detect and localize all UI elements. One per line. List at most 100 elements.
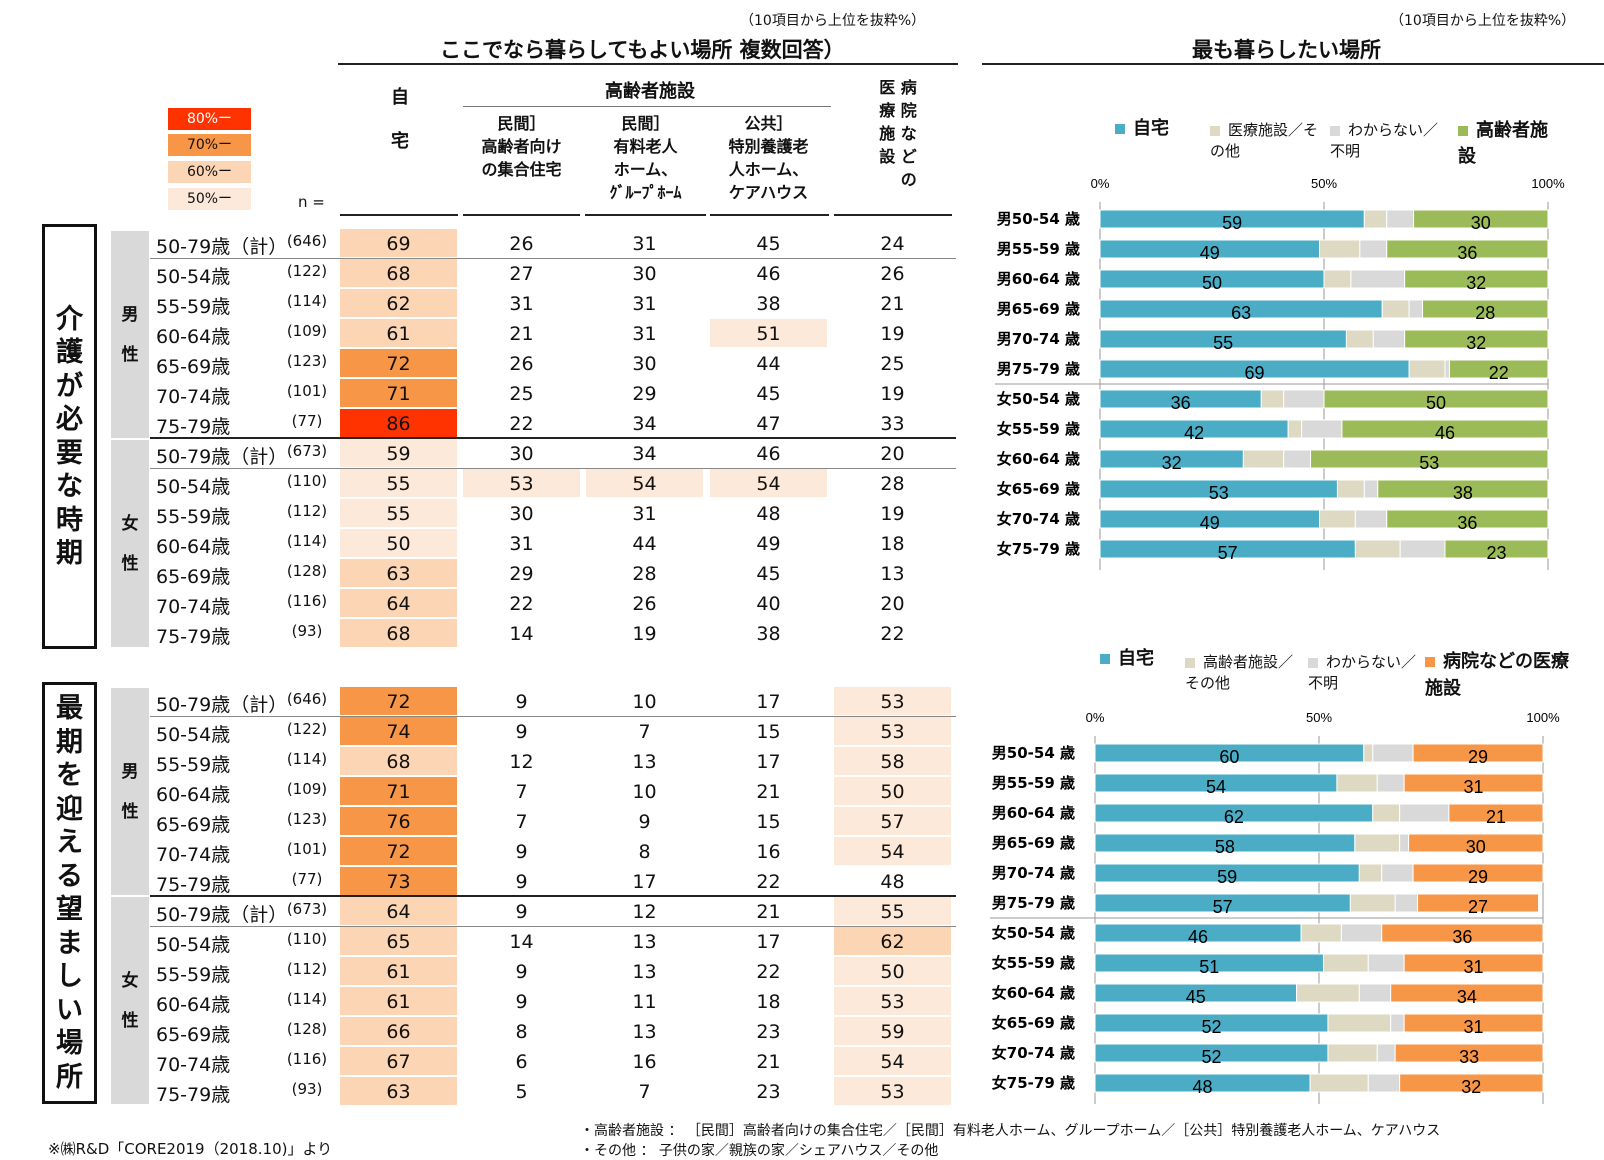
table-cell: 28 [632,563,657,585]
bar-value-label: 63 [1231,303,1251,323]
table-row: 60-64歳 (109) 71 7 10 21 50 [0,776,960,806]
table-cell: 33 [880,413,905,435]
bar-value-label: 57 [1218,543,1238,563]
bar-value-label: 31 [1464,1017,1484,1037]
row-age: 65-69歳 [156,356,231,378]
bar-segment [1412,863,1544,883]
table-cell: 26 [509,233,534,255]
bar-value-label: 59 [1217,867,1237,887]
bar-segment [1394,1043,1544,1063]
table-cell: 62 [834,927,951,955]
chart1-legend-home-text: 自宅 [1133,118,1169,139]
bar-value-label: 33 [1459,1047,1479,1067]
section-char: 時 [56,504,83,536]
bar-segment [1372,743,1414,763]
bar-segment [1399,539,1446,559]
row-age: 60-64歳 [156,994,231,1016]
table-cell: 21 [509,323,534,345]
table-row: 75-79歳 (93) 63 5 7 23 53 [0,1076,960,1106]
table-row: 70-74歳 (101) 71 25 29 45 19 [0,378,960,408]
bar-segment [1408,833,1544,853]
bar-segment [1390,1013,1405,1033]
table-cell: 53 [834,687,951,715]
table-cell: 14 [509,931,534,953]
bar-value-label: 49 [1200,243,1220,263]
table-cell: 34 [632,443,657,465]
table-cell: 17 [756,691,781,713]
bar-segment [1319,509,1356,529]
table-cell: 34 [632,413,657,435]
bar-value-label: 48 [1193,1077,1213,1097]
legend-swatch-gray-icon [1330,125,1340,136]
bar-value-label: 23 [1486,543,1506,563]
bar-value-label: 22 [1489,363,1509,383]
chart1-legend-medical: 医療施設／その他 [1210,120,1320,162]
left-title-rule [338,63,958,65]
bar-segment [1376,1043,1396,1063]
table-cell: 54 [834,837,951,865]
bar-category-label: 男75-79 歳 [992,894,1075,912]
table-cell: 40 [756,593,781,615]
chart1-legend-unknown-text: わからない／不明 [1330,121,1439,160]
header-rule-col2 [463,214,580,216]
bar-category-label: 男60-64 歳 [992,804,1075,822]
bar-segment [1381,923,1544,943]
table-cell: 72 [340,837,457,865]
bar-value-label: 34 [1457,987,1477,1007]
bar-segment [1403,773,1544,793]
axis-tick-label: 100% [1526,712,1560,725]
table-cell: 23 [756,1081,781,1103]
chart1-legend-medical-text: 医療施設／その他 [1210,121,1319,160]
bar-value-label: 29 [1468,747,1488,767]
legend-swatch-gray-icon [1308,657,1318,668]
table-cell: 31 [509,533,534,555]
table-cell: 9 [515,871,528,893]
row-age: 60-64歳 [156,784,231,806]
section-char: 場 [56,1028,83,1059]
bar-segment [1413,209,1549,229]
table-cell: 18 [880,533,905,555]
table-cell: 30 [509,503,534,525]
row-n: (123) [286,810,328,828]
table-cell: 68 [340,619,457,647]
header-home-1: 自 [391,87,409,108]
table-cell: 21 [756,781,781,803]
table-cell: 20 [880,593,905,615]
bar-segment [1404,329,1549,349]
bar-segment [1336,479,1365,499]
table-cell: 67 [340,1047,457,1075]
table-row: 55-59歳 (112) 61 9 13 22 50 [0,956,960,986]
table-cell: 30 [509,443,534,465]
bar-segment [1367,953,1405,973]
bar-segment [1349,893,1396,913]
bar-category-label: 女65-69 歳 [997,480,1080,498]
table-cell: 13 [632,961,657,983]
table-cell: 17 [756,751,781,773]
table-cell: 9 [515,961,528,983]
section-char: が [56,370,83,402]
header-col5-4: 設 ど [879,147,917,166]
table-cell: 18 [756,991,781,1013]
section2-label: 最期を迎える望ましい場所 [42,682,97,1104]
bar-segment [1363,743,1374,763]
section-char: 介 [56,303,83,335]
table-cell: 7 [515,781,528,803]
row-n: (77) [291,412,323,430]
table-cell: 63 [340,559,457,587]
row-n: (110) [286,472,328,490]
row-n: (122) [286,720,328,738]
section-char: 護 [56,337,83,368]
bar-value-label: 32 [1466,333,1486,353]
chart2-legend-unknown-text: わからない／不明 [1308,653,1417,692]
footer-def2: ・その他 ： 子供の家／親族の家／シェアハウス／その他 [580,1143,939,1159]
table-row: 50-54歳 (110) 55 53 54 54 28 [0,468,960,498]
section-char: 期 [56,538,83,569]
table-row: 65-69歳 (123) 76 7 9 15 57 [0,806,960,836]
bar-value-label: 27 [1468,897,1488,917]
bar-value-label: 29 [1468,867,1488,887]
bar-segment [1412,743,1544,763]
table-cell: 71 [340,379,457,407]
row-n: (673) [286,442,328,460]
row-age: 50-54歳 [156,266,231,288]
row-n: (93) [291,1080,323,1098]
